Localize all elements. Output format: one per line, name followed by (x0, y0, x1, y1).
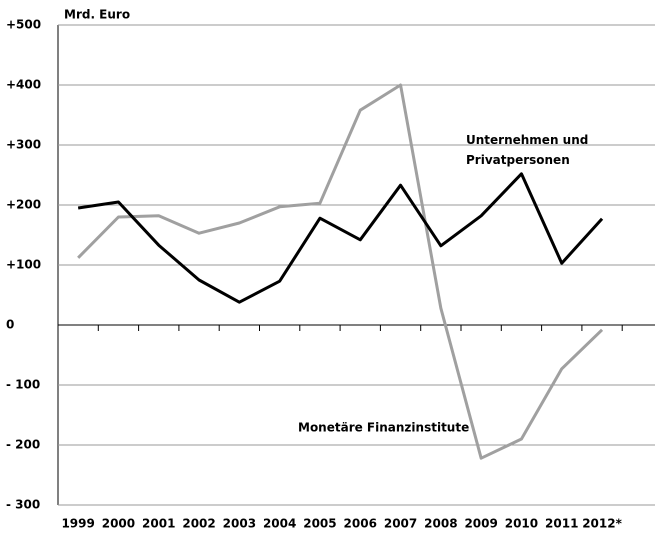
x-tick-label: 2002 (182, 517, 215, 531)
x-tick-label: 2012* (582, 517, 622, 531)
y-tick-label: - 200 (6, 438, 40, 452)
unit-label: Mrd. Euro (64, 8, 130, 22)
x-tick-label: 2003 (223, 517, 256, 531)
y-tick-label: +200 (6, 198, 41, 212)
x-tick-label: 2005 (303, 517, 336, 531)
y-tick-label: - 300 (6, 498, 40, 512)
y-tick-label: +400 (6, 78, 41, 92)
x-tick-label: 2001 (142, 517, 175, 531)
x-tick-label: 2006 (344, 517, 377, 531)
x-tick-label: 2008 (424, 517, 457, 531)
series-line (77, 172, 604, 304)
x-tick-label: 2007 (384, 517, 417, 531)
y-tick-label: +300 (6, 138, 41, 152)
series-label: Monetäre Finanzinstitute (298, 421, 469, 435)
x-tick-label: 1999 (61, 517, 94, 531)
series-label: Unternehmen und Privatpersonen (466, 133, 588, 167)
x-tick-label: 2011 (545, 517, 578, 531)
x-tick-label: 2004 (263, 517, 296, 531)
x-tick-label: 2010 (505, 517, 538, 531)
x-tick-label: 2009 (464, 517, 497, 531)
y-tick-label: 0 (6, 318, 14, 332)
y-tick-label: +500 (6, 18, 41, 32)
y-tick-label: - 100 (6, 378, 40, 392)
x-tick-label: 2000 (102, 517, 135, 531)
y-tick-label: +100 (6, 258, 41, 272)
series-line (77, 83, 604, 460)
